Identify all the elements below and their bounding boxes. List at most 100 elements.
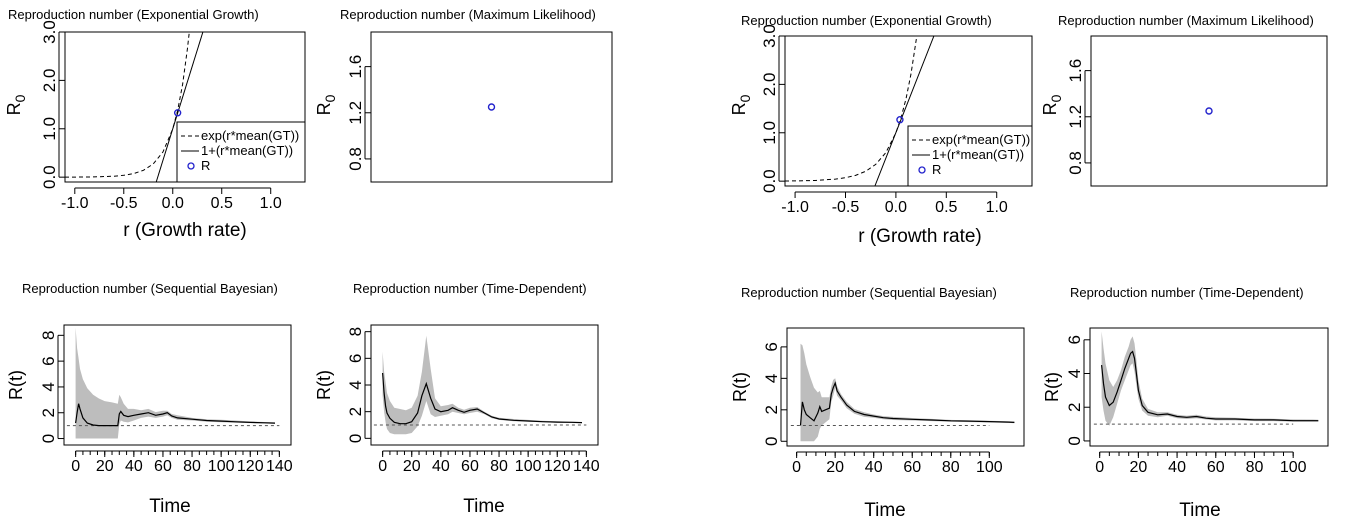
x-tick-label: 20: [96, 458, 114, 475]
y-axis-label: R(t): [730, 372, 750, 402]
y-tick-label: 3.0: [40, 20, 59, 44]
y-tick-label: 1.6: [346, 55, 365, 79]
y-tick-label: 1.0: [40, 117, 59, 141]
y-tick-label: 6: [346, 354, 365, 363]
x-tick-label: 40: [865, 459, 883, 476]
y-tick-label: 0.8: [1066, 151, 1085, 175]
x-tick-label: 60: [903, 459, 921, 476]
legend-label: 1+(r*mean(GT)): [201, 143, 293, 158]
x-tick-label: 1.0: [260, 195, 282, 212]
chart-exponential-growth: 0.0 1.0 2.0 3.0 -1.0 -0.5 0.0 0.5 1.0 Reproductio…: [729, 13, 1033, 247]
x-axis-label: Time: [149, 496, 191, 517]
x-tick-label: 20: [403, 458, 421, 475]
y-tick-label: 6: [762, 342, 781, 351]
plot-frame: [63, 324, 292, 446]
chart-title: Reproduction number (Exponential Growth): [741, 13, 992, 28]
x-tick-label: 80: [183, 458, 201, 475]
rt-estimate-line: [799, 381, 1015, 426]
chart-exponential-growth: 0.0 1.0 2.0 3.0 -1.0 -0.5 0.0 0.5 1.0 Reproductio…: [4, 7, 306, 241]
x-tick-label: 0.5: [211, 195, 233, 212]
r-point: [173, 109, 182, 117]
legend-box: [907, 125, 1033, 187]
x-tick-label: 100: [976, 459, 1003, 476]
y-tick-label: 2: [346, 407, 365, 416]
chart-title: Reproduction number (Sequential Bayesian…: [22, 281, 278, 296]
legend-label: exp(r*mean(GT)): [932, 132, 1030, 147]
x-tick-label: 0: [792, 459, 801, 476]
x-tick-label: 0: [378, 458, 387, 475]
y-tick-label: 0.0: [40, 165, 59, 189]
y-axis-label: R(t): [6, 370, 26, 400]
y-axis-label-subscript: 0: [1048, 94, 1064, 102]
y-tick-label: 8: [346, 327, 365, 336]
x-tick-label: -1.0: [781, 199, 809, 216]
rt-estimate-line: [382, 372, 583, 425]
x-tick-label: 60: [154, 458, 172, 475]
chart-title: Reproduction number (Sequential Bayesian…: [741, 285, 997, 300]
x-axis-label: r (Growth rate): [123, 220, 247, 241]
x-tick-label: 120: [544, 458, 571, 475]
y-tick-label: 4: [39, 382, 58, 391]
legend-point-marker: [187, 162, 195, 170]
legend-point-marker: [918, 166, 926, 174]
ml-estimate-point: [487, 103, 496, 111]
x-tick-label: 0.0: [162, 195, 184, 212]
confidence-band: [382, 335, 582, 435]
y-axis-label: R0: [729, 94, 753, 115]
y-tick-label: 2: [762, 405, 781, 414]
x-axis-label: Time: [463, 496, 505, 517]
confidence-band: [75, 327, 275, 439]
y-axis-label: R0: [4, 94, 28, 115]
confidence-band: [800, 343, 1015, 442]
y-tick-label: 4: [762, 374, 781, 383]
ml-estimate-point: [1205, 107, 1213, 115]
plot-frame: [1090, 35, 1328, 187]
y-tick-label: 2: [39, 408, 58, 417]
y-axis-label: R0: [314, 94, 338, 115]
x-tick-label: 40: [125, 458, 143, 475]
y-tick-label: 1.2: [346, 101, 365, 125]
y-axis-label-subscript: 0: [12, 94, 28, 102]
chart-title: Reproduction number (Maximum Likelihood): [340, 7, 596, 22]
rt-estimate-line: [1101, 350, 1319, 422]
x-tick-label: -1.0: [61, 195, 89, 212]
x-tick-label: -0.5: [110, 195, 138, 212]
x-tick-label: 40: [1168, 459, 1186, 476]
y-tick-label: 8: [39, 331, 58, 340]
y-axis-label-subscript: 0: [737, 94, 753, 102]
x-tick-label: 1.0: [986, 199, 1008, 216]
plot-area: [66, 327, 280, 439]
chart-title: Reproduction number (Time-Dependent): [353, 281, 587, 296]
chart-maximum-likelihood: 0.8 1.2 1.6 Reproduction number (Maximum Li…: [1040, 13, 1328, 187]
exponential-curve: [785, 36, 918, 182]
y-tick-label: 0: [39, 434, 58, 443]
x-tick-label: 100: [515, 458, 542, 475]
y-axis-label: R(t): [1042, 372, 1062, 402]
x-axis-label: Time: [1179, 500, 1221, 521]
x-tick-label: 100: [1280, 459, 1307, 476]
y-tick-label: 0.0: [760, 169, 779, 193]
x-tick-label: 40: [432, 458, 450, 475]
legend-label: R: [201, 158, 210, 173]
legend-label: 1+(r*mean(GT)): [932, 147, 1024, 162]
chart-title: Reproduction number (Maximum Likelihood): [1058, 13, 1314, 28]
y-axis-label-subscript: 0: [322, 94, 338, 102]
x-tick-label: -0.5: [832, 199, 860, 216]
chart-title: Reproduction number (Exponential Growth): [8, 7, 259, 22]
linear-curve: [874, 36, 935, 186]
y-axis-label: R(t): [314, 370, 334, 400]
x-axis-label: r (Growth rate): [858, 226, 982, 247]
y-tick-label: 3.0: [760, 24, 779, 48]
plot-frame: [786, 327, 1025, 447]
x-tick-label: 140: [573, 458, 600, 475]
plot-frame: [370, 31, 613, 183]
x-tick-label: 60: [461, 458, 479, 475]
y-axis-label: R0: [1040, 94, 1064, 115]
x-tick-label: 20: [1129, 459, 1147, 476]
plot-area: [65, 32, 204, 182]
y-tick-label: 6: [1065, 335, 1084, 344]
y-tick-label: 0: [1065, 436, 1084, 445]
x-tick-label: 0: [71, 458, 80, 475]
plot-area: [785, 36, 935, 186]
